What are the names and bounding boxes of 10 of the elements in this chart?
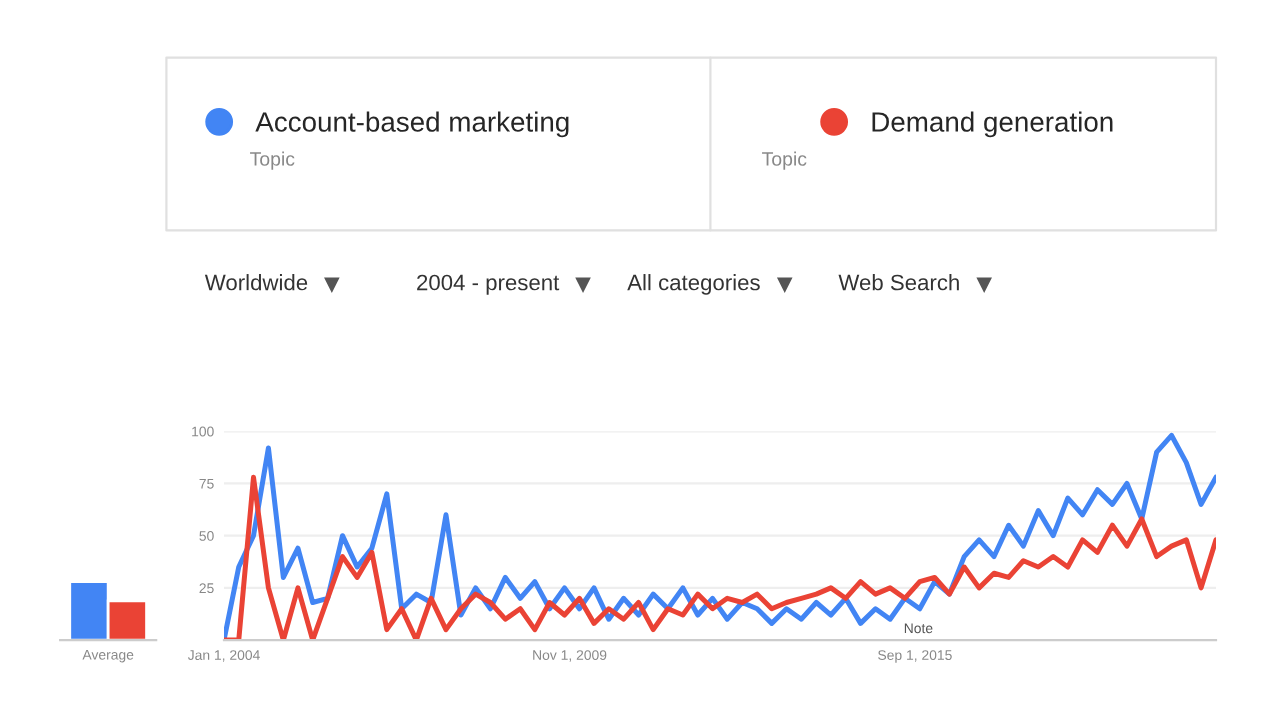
legend-label: Account-based marketing [255,111,569,138]
text: Worldwide [204,274,308,291]
text: Web Search [838,274,959,291]
text: Topic [250,151,295,170]
line-series [224,474,1216,641]
text: 2004 - present [417,274,560,295]
legend-label: Demand generation [872,111,1113,138]
text: All categories [627,274,760,295]
text: Topic [762,151,807,170]
line-series [224,432,1216,641]
